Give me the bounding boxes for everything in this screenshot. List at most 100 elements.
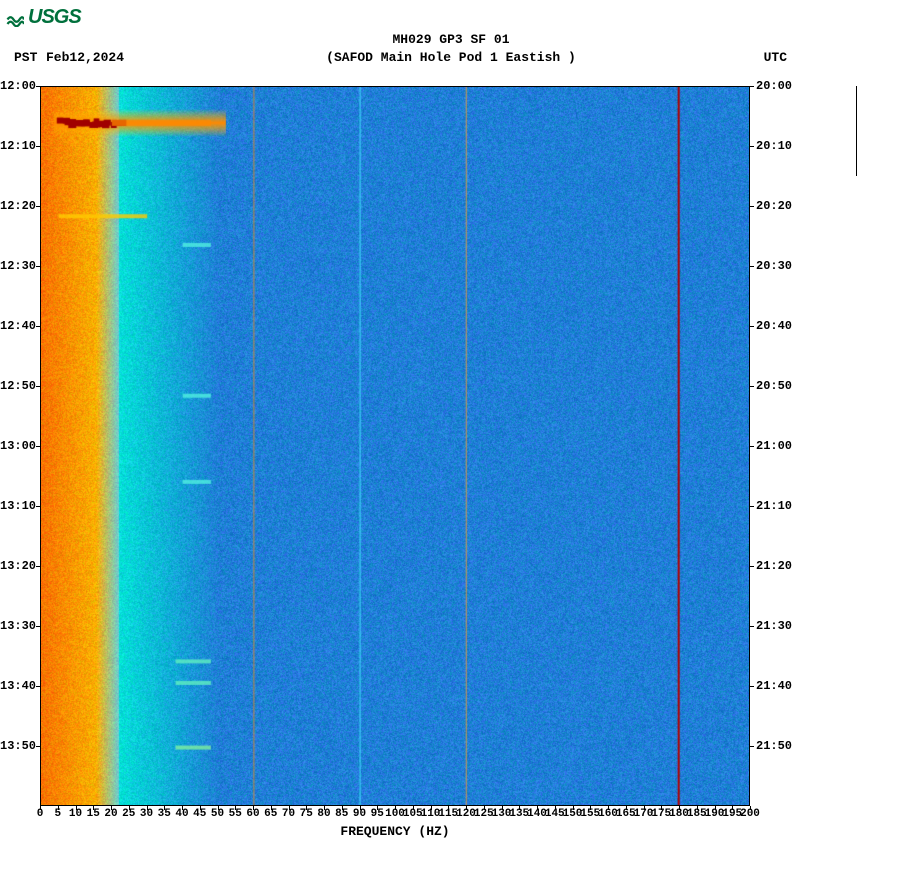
y-tick-left-label: 13:30 <box>0 619 36 633</box>
x-tick-mark <box>395 806 396 810</box>
x-tick-mark <box>289 806 290 810</box>
y-tick-mark <box>36 566 40 567</box>
x-tick-mark <box>448 806 449 810</box>
y-tick-mark <box>750 686 754 687</box>
x-tick-mark <box>679 806 680 810</box>
logo-text: USGS <box>28 6 81 29</box>
y-tick-left-label: 12:50 <box>0 379 36 393</box>
x-tick-mark <box>537 806 538 810</box>
y-tick-right-label: 21:30 <box>756 619 792 633</box>
x-tick-mark <box>271 806 272 810</box>
x-tick-mark <box>715 806 716 810</box>
x-tick-mark <box>182 806 183 810</box>
y-tick-mark <box>750 386 754 387</box>
spectrogram-canvas <box>41 87 749 805</box>
x-tick-mark <box>590 806 591 810</box>
y-tick-right-label: 20:50 <box>756 379 792 393</box>
y-tick-right-label: 20:10 <box>756 139 792 153</box>
x-tick-mark <box>573 806 574 810</box>
x-tick-mark <box>253 806 254 810</box>
y-tick-mark <box>36 86 40 87</box>
x-tick-mark <box>431 806 432 810</box>
x-tick-mark <box>129 806 130 810</box>
y-tick-mark <box>36 146 40 147</box>
x-tick-mark <box>218 806 219 810</box>
x-tick-mark <box>626 806 627 810</box>
y-tick-mark <box>36 446 40 447</box>
x-tick-mark <box>466 806 467 810</box>
y-tick-right-label: 21:50 <box>756 739 792 753</box>
x-tick-mark <box>342 806 343 810</box>
tz-left-label: PST <box>14 50 37 65</box>
x-tick-mark <box>413 806 414 810</box>
y-tick-left-label: 12:00 <box>0 79 36 93</box>
y-tick-mark <box>750 746 754 747</box>
y-tick-left-label: 12:40 <box>0 319 36 333</box>
y-tick-mark <box>36 746 40 747</box>
y-tick-right-label: 20:20 <box>756 199 792 213</box>
spectrogram-plot <box>40 86 750 806</box>
tz-right-label: UTC <box>764 50 787 65</box>
chart-title: MH029 GP3 SF 01 <box>0 32 902 47</box>
y-tick-mark <box>750 446 754 447</box>
y-tick-mark <box>36 626 40 627</box>
y-tick-left-label: 12:10 <box>0 139 36 153</box>
x-tick-mark <box>111 806 112 810</box>
y-tick-mark <box>36 686 40 687</box>
x-tick-mark <box>93 806 94 810</box>
y-tick-mark <box>750 146 754 147</box>
page-root: USGS MH029 GP3 SF 01 (SAFOD Main Hole Po… <box>0 0 902 892</box>
y-tick-mark <box>36 206 40 207</box>
x-tick-mark <box>555 806 556 810</box>
y-tick-mark <box>750 626 754 627</box>
x-tick-mark <box>377 806 378 810</box>
y-tick-left-label: 13:40 <box>0 679 36 693</box>
wave-icon <box>6 9 24 27</box>
y-tick-mark <box>750 566 754 567</box>
x-tick-mark <box>750 806 751 810</box>
x-tick-mark <box>519 806 520 810</box>
y-tick-left-label: 13:00 <box>0 439 36 453</box>
y-tick-right-label: 20:40 <box>756 319 792 333</box>
x-tick-mark <box>164 806 165 810</box>
y-tick-mark <box>750 86 754 87</box>
x-tick-mark <box>608 806 609 810</box>
y-tick-left-label: 13:10 <box>0 499 36 513</box>
x-tick-mark <box>484 806 485 810</box>
x-tick-mark <box>235 806 236 810</box>
x-tick-mark <box>502 806 503 810</box>
x-tick-mark <box>324 806 325 810</box>
x-tick-mark <box>644 806 645 810</box>
x-tick-mark <box>76 806 77 810</box>
y-tick-right-label: 21:40 <box>756 679 792 693</box>
usgs-logo: USGS <box>6 6 81 29</box>
y-tick-right-label: 20:30 <box>756 259 792 273</box>
x-tick-mark <box>58 806 59 810</box>
date-label: Feb12,2024 <box>46 50 124 65</box>
x-axis-label: FREQUENCY (HZ) <box>40 824 750 839</box>
x-tick-mark <box>40 806 41 810</box>
y-tick-mark <box>750 326 754 327</box>
x-tick-mark <box>360 806 361 810</box>
x-tick-mark <box>200 806 201 810</box>
y-tick-mark <box>750 506 754 507</box>
scale-bar <box>856 86 857 176</box>
y-tick-mark <box>36 326 40 327</box>
y-tick-mark <box>36 506 40 507</box>
x-tick-mark <box>147 806 148 810</box>
y-tick-right-label: 21:00 <box>756 439 792 453</box>
y-tick-right-label: 21:20 <box>756 559 792 573</box>
y-tick-right-label: 21:10 <box>756 499 792 513</box>
x-tick-mark <box>732 806 733 810</box>
x-tick-mark <box>306 806 307 810</box>
x-tick-mark <box>697 806 698 810</box>
x-axis-ticks: 0510152025303540455055606570758085909510… <box>40 808 750 822</box>
y-tick-left-label: 13:20 <box>0 559 36 573</box>
y-tick-left-label: 13:50 <box>0 739 36 753</box>
y-tick-mark <box>36 266 40 267</box>
y-tick-mark <box>750 266 754 267</box>
y-tick-left-label: 12:30 <box>0 259 36 273</box>
x-tick-mark <box>661 806 662 810</box>
y-tick-left-label: 12:20 <box>0 199 36 213</box>
y-tick-mark <box>750 206 754 207</box>
